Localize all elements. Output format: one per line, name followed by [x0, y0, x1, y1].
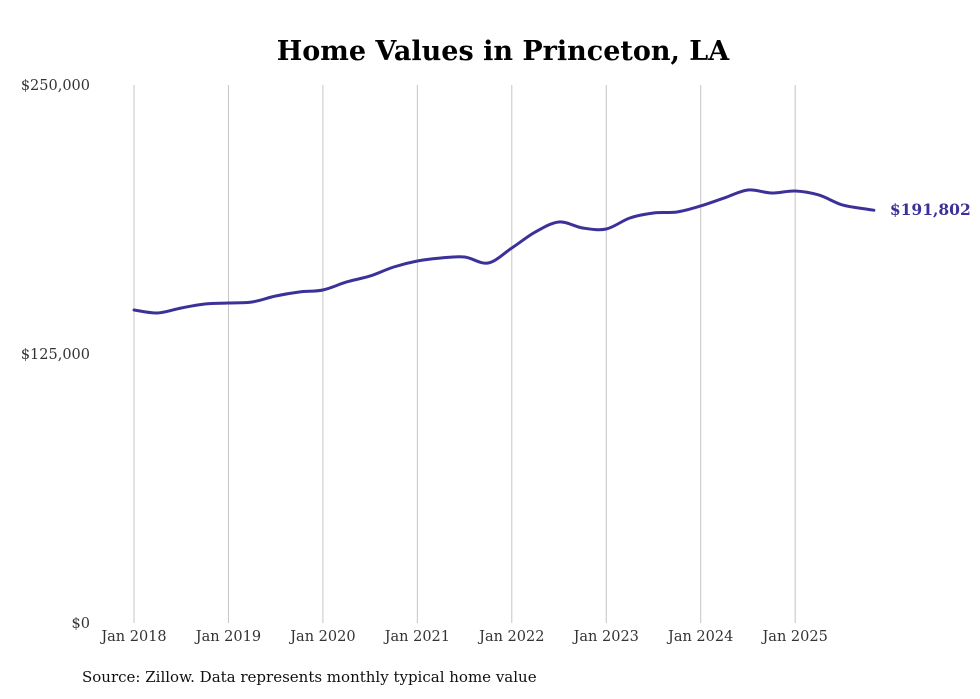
y-tick-label: $250,000 — [21, 78, 90, 94]
x-tick-label: Jan 2025 — [760, 629, 827, 645]
x-tick-label: Jan 2023 — [572, 629, 639, 645]
x-tick-label: Jan 2024 — [666, 629, 733, 645]
y-tick-label: $0 — [72, 616, 90, 632]
series-line — [132, 188, 876, 315]
y-tick-label: $125,000 — [21, 347, 90, 363]
end-value-label: $191,802 — [890, 200, 971, 219]
x-tick-label: Jan 2022 — [477, 629, 544, 645]
x-tick-label: Jan 2018 — [99, 629, 166, 645]
source-note: Source: Zillow. Data represents monthly … — [82, 668, 537, 686]
x-tick-label: Jan 2020 — [288, 629, 355, 645]
x-tick-label: Jan 2021 — [383, 629, 450, 645]
x-tick-label: Jan 2019 — [194, 629, 261, 645]
chart-title: Home Values in Princeton, LA — [277, 36, 731, 67]
